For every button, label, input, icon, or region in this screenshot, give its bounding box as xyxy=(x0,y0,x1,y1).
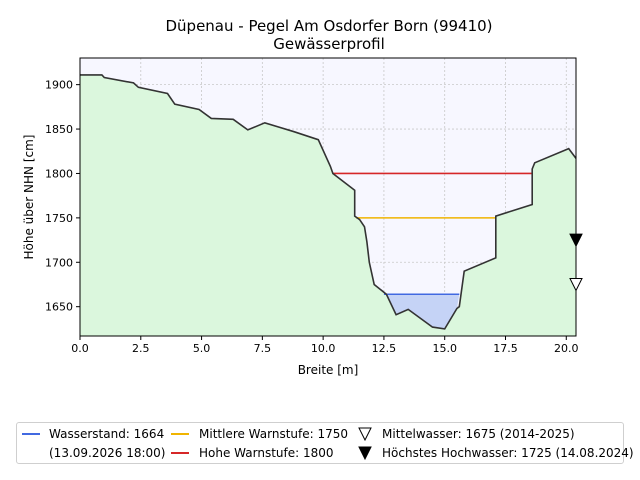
x-axis-label: Breite [m] xyxy=(298,363,359,377)
y-tick-label: 1800 xyxy=(45,167,73,180)
legend-mittelwasser-label: Mittelwasser: 1675 (2014-2025) xyxy=(382,427,575,441)
y-axis-label: Höhe über NHN [cm] xyxy=(22,135,36,260)
y-tick-label: 1850 xyxy=(45,123,73,136)
hochwasser-legend-icon xyxy=(358,446,372,461)
profile-chart: Düpenau - Pegel Am Osdorfer Born (99410)… xyxy=(22,17,583,377)
chart-subtitle: Gewässerprofil xyxy=(273,35,385,53)
axes-frame xyxy=(79,57,577,337)
legend: Wasserstand: 1664 (13.09.2026 18:00) Mit… xyxy=(16,422,634,464)
x-tick-label: 12.5 xyxy=(372,342,397,355)
x-tick-label: 0.0 xyxy=(71,342,89,355)
y-tick-label: 1750 xyxy=(45,212,73,225)
chart-title: Düpenau - Pegel Am Osdorfer Born (99410) xyxy=(165,17,492,35)
x-tick-label: 7.5 xyxy=(254,342,272,355)
x-tick-label: 10.0 xyxy=(311,342,336,355)
y-tick-label: 1650 xyxy=(45,301,73,314)
hochwasser-marker xyxy=(569,233,583,248)
x-tick-label: 15.0 xyxy=(432,342,457,355)
legend-hohe-swatch xyxy=(171,452,189,454)
profile-line xyxy=(80,74,577,330)
y-tick-label: 1700 xyxy=(45,256,73,269)
legend-hohe-label: Hohe Warnstufe: 1800 xyxy=(199,446,334,460)
mittelwasser-legend-icon xyxy=(358,427,372,442)
ground-fill xyxy=(80,74,576,337)
y-tick-label: 1900 xyxy=(45,79,73,92)
plot-area: 0.0 2.5 5.0 7.5 10.0 12.5 15.0 17.5 20.0 1650 1700… xyxy=(45,57,583,355)
water-fill xyxy=(383,294,460,329)
legend-hochwasser-label: Höchstes Hochwasser: 1725 (14.08.2024) xyxy=(382,446,634,460)
legend-wasserstand-swatch xyxy=(22,433,40,435)
x-tick-label: 20.0 xyxy=(554,342,579,355)
legend-mittlere-swatch xyxy=(171,433,189,435)
legend-wasserstand-label: Wasserstand: 1664 xyxy=(49,427,165,441)
x-tick-label: 2.5 xyxy=(132,342,150,355)
x-tick-label: 5.0 xyxy=(193,342,211,355)
legend-mittlere-label: Mittlere Warnstufe: 1750 xyxy=(199,427,349,441)
x-tick-label: 17.5 xyxy=(493,342,518,355)
legend-wasserstand-time: (13.09.2026 18:00) xyxy=(49,446,166,460)
mittelwasser-marker xyxy=(569,277,583,292)
